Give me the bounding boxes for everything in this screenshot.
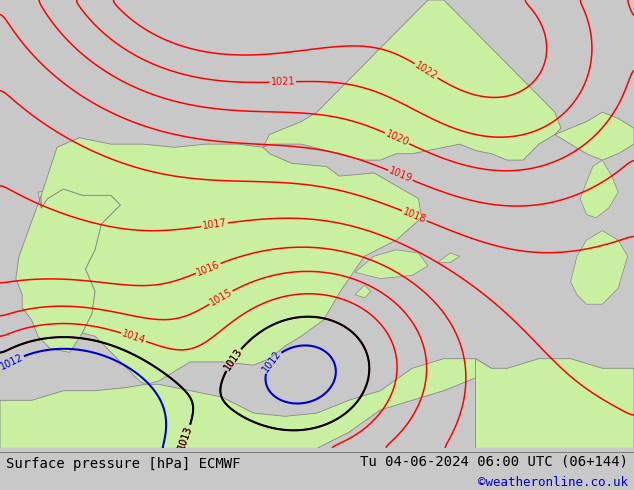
- Polygon shape: [555, 112, 634, 160]
- Polygon shape: [41, 138, 422, 384]
- Polygon shape: [263, 0, 561, 160]
- Text: 1013: 1013: [222, 346, 244, 372]
- Text: 1013: 1013: [177, 424, 195, 450]
- Polygon shape: [580, 160, 618, 218]
- Polygon shape: [355, 250, 428, 279]
- Text: 1019: 1019: [387, 166, 414, 185]
- Polygon shape: [16, 189, 120, 352]
- Text: 1015: 1015: [208, 287, 234, 308]
- Text: 1022: 1022: [413, 60, 439, 81]
- Text: 1020: 1020: [384, 128, 410, 148]
- Text: 1018: 1018: [401, 206, 427, 225]
- Text: 1014: 1014: [120, 328, 146, 345]
- Text: 1017: 1017: [202, 218, 228, 231]
- Text: ©weatheronline.co.uk: ©weatheronline.co.uk: [477, 476, 628, 489]
- Polygon shape: [476, 359, 634, 448]
- Text: Tu 04-06-2024 06:00 UTC (06+144): Tu 04-06-2024 06:00 UTC (06+144): [359, 455, 628, 468]
- Text: Surface pressure [hPa] ECMWF: Surface pressure [hPa] ECMWF: [6, 457, 241, 471]
- Polygon shape: [571, 231, 628, 304]
- Text: 1012: 1012: [261, 349, 283, 375]
- Text: 1013: 1013: [222, 346, 244, 372]
- Text: 1016: 1016: [195, 259, 221, 277]
- Polygon shape: [355, 285, 371, 298]
- Polygon shape: [0, 359, 491, 448]
- Text: 1013: 1013: [177, 424, 195, 450]
- Text: 1021: 1021: [271, 77, 295, 87]
- Polygon shape: [437, 253, 460, 263]
- Text: 1012: 1012: [0, 352, 25, 371]
